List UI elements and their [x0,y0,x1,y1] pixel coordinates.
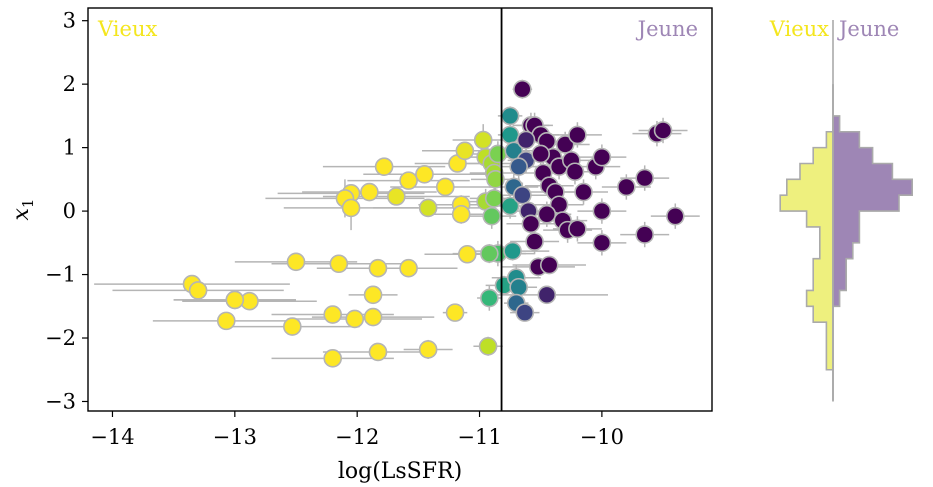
data-point [323,305,343,324]
y-tick-label: 0 [63,199,76,223]
data-point [455,141,475,161]
data-point [635,168,655,188]
data-point [539,255,559,275]
data-point [225,290,245,310]
x-tick-label: −14 [90,425,134,449]
data-point [286,252,306,272]
data-point [418,198,438,218]
data-point [555,135,575,154]
data-point [503,241,522,261]
data-point [363,285,383,305]
data-point [592,201,612,221]
data-point [509,277,528,297]
data-point [480,244,499,263]
y-tick-label: −3 [45,389,76,413]
errorbars [94,79,700,366]
data-point [341,198,361,218]
data-point [457,244,477,264]
data-point [592,233,612,253]
region-label-old: Vieux [97,17,157,41]
x-axis: −14 −13 −12 −11 −10 [90,411,624,449]
data-point [537,204,557,224]
y-tick-label: 2 [63,72,76,96]
histogram-label-old: Vieux [769,17,829,41]
y-axis-label: x1 [9,199,37,221]
data-point [509,157,528,176]
data-point [399,258,418,278]
histogram-old [779,84,834,402]
y-tick-label: −1 [45,263,76,287]
data-point [445,303,465,322]
data-point [531,144,551,164]
data-point [486,170,505,189]
data-point [387,187,406,206]
data-point [513,79,532,99]
data-point [565,162,585,182]
histogram-young [832,84,913,402]
data-point [488,144,508,164]
x-tick-label: −10 [580,425,624,449]
data-point [484,189,504,208]
data-point [592,147,612,167]
data-point [323,349,343,368]
data-point [480,288,499,308]
data-point [478,336,498,356]
data-point [345,309,365,329]
data-point [188,281,208,300]
data-point [653,121,673,140]
data-point [665,206,685,226]
x-axis-label: log(LsSFR) [338,459,462,484]
data-point [521,214,541,234]
x-tick-label: −13 [213,425,257,449]
data-point [363,307,383,327]
data-point [617,177,636,197]
data-point [473,130,493,150]
data-point [399,171,418,190]
data-point [525,232,544,251]
y-axis-label-main: x [9,207,34,220]
data-point [516,130,536,150]
data-point [418,340,438,359]
y-axis-label-subscript: 1 [19,199,37,209]
data-point [635,225,655,244]
data-point [574,182,593,202]
data-point [368,342,388,362]
histogram-label-young: Jeune [837,17,899,41]
data-point [451,204,471,224]
points [182,79,685,368]
data-point [482,206,502,226]
data-point [415,164,434,184]
x-tick-label: −11 [457,425,501,449]
data-point [360,182,379,202]
data-point [435,177,455,197]
y-axis: −3 −2 −1 0 1 2 3 [45,9,88,413]
y-tick-label: 1 [63,136,76,160]
data-point [500,125,520,145]
plot-frame [87,7,713,412]
data-point [568,219,587,239]
data-point [329,254,349,274]
data-point [374,157,394,176]
data-point [283,317,302,336]
y-tick-label: −2 [45,326,76,350]
data-point [216,311,236,331]
marginal-histogram: Vieux Jeune [769,17,913,402]
data-point [513,185,532,205]
region-label-young: Jeune [636,17,698,41]
data-point [537,285,557,305]
x-tick-label: −12 [335,425,379,449]
y-tick-label: 3 [63,9,76,33]
data-point [515,303,535,322]
data-point [500,106,520,126]
data-point [368,258,388,278]
data-point [568,125,587,145]
